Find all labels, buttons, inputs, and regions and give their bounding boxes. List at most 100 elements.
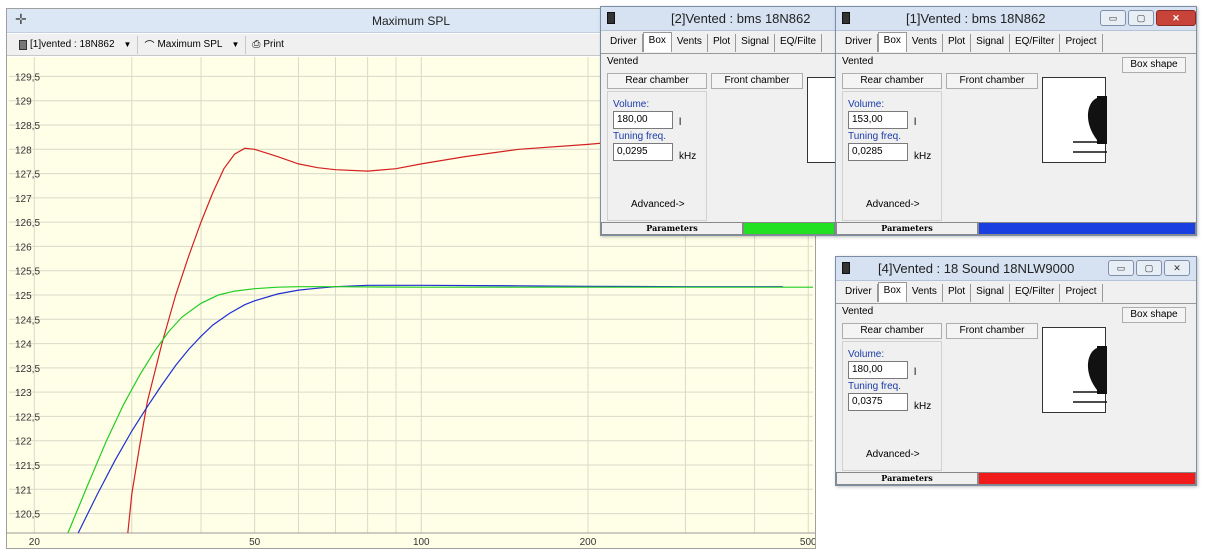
pin-icon[interactable]: ✛ — [15, 11, 27, 27]
box-type-label: Vented — [607, 56, 639, 67]
tab-box[interactable]: Box — [877, 32, 907, 52]
driver-select[interactable]: [1]vented : 18N862 ▼ — [13, 35, 139, 54]
dialog-tabs: Driver Box Vents Plot Signal EQ/Filter P… — [840, 32, 1103, 52]
tuning-freq-input[interactable]: 0,0295 — [613, 143, 673, 161]
tab-driver[interactable]: Driver — [605, 34, 643, 52]
tuning-freq-input[interactable]: 0,0285 — [848, 143, 908, 161]
close-button[interactable]: ✕ — [1156, 10, 1196, 26]
tab-eq-filter[interactable]: EQ/Filter — [1010, 284, 1061, 302]
x-tick-label: 200 — [580, 537, 597, 548]
color-bar — [978, 222, 1196, 235]
advanced-link[interactable]: Advanced-> — [866, 449, 920, 460]
volume-unit: l — [914, 117, 917, 128]
advanced-link[interactable]: Advanced-> — [631, 199, 685, 210]
dialog-title: [2]Vented : bms 18N862 — [671, 11, 811, 26]
tab-plot[interactable]: Plot — [943, 34, 972, 52]
y-tick-label: 121 — [15, 485, 32, 496]
tab-project[interactable]: Project — [1060, 284, 1103, 302]
y-tick-label: 128,5 — [15, 121, 40, 132]
speaker-icon — [1073, 346, 1107, 403]
y-tick-label: 124 — [15, 340, 32, 351]
x-tick-label: 100 — [413, 537, 430, 548]
tuning-freq-label: Tuning freq. — [613, 131, 666, 142]
tab-box[interactable]: Box — [642, 32, 672, 52]
volume-input[interactable]: 180,00 — [613, 111, 673, 129]
volume-input[interactable]: 180,00 — [848, 361, 908, 379]
tuning-freq-unit: kHz — [914, 151, 932, 162]
parameters-label[interactable]: Parameters — [836, 222, 978, 235]
box-shape-button[interactable]: Box shape — [1122, 57, 1186, 73]
y-tick-label: 126 — [15, 242, 32, 253]
parameters-bar: Parameters — [601, 222, 835, 235]
box-shape-preview — [1042, 77, 1107, 163]
tuning-freq-unit: kHz — [679, 151, 697, 162]
x-tick-label: 20 — [29, 537, 41, 548]
speaker-icon — [1073, 96, 1107, 153]
y-tick-label: 122,5 — [15, 412, 40, 423]
series-line-3 — [67, 286, 813, 534]
tab-eq-filter[interactable]: EQ/Filter — [1010, 34, 1061, 52]
divider — [836, 303, 1196, 304]
tab-box[interactable]: Box — [877, 282, 907, 302]
tab-eq-filter[interactable]: EQ/Filte — [775, 34, 823, 52]
chevron-down-icon: ▼ — [231, 40, 240, 49]
tuning-freq-input[interactable]: 0,0375 — [848, 393, 908, 411]
dialog-tabs: Driver Box Vents Plot Signal EQ/Filter P… — [840, 282, 1103, 302]
y-tick-label: 125 — [15, 291, 32, 302]
dialog-title: [4]Vented : 18 Sound 18NLW9000 — [878, 261, 1075, 276]
front-chamber-button[interactable]: Front chamber — [946, 323, 1038, 339]
maximize-button[interactable]: ▢ — [1128, 10, 1154, 26]
dialog-vented-4: [4]Vented : 18 Sound 18NLW9000 ▭ ▢ ✕ Dri… — [835, 256, 1197, 486]
print-button[interactable]: ⎙ Print — [246, 36, 290, 54]
y-tick-label: 120,5 — [15, 510, 40, 521]
tab-signal[interactable]: Signal — [971, 284, 1010, 302]
curve-select[interactable]: ⌒ Maximum SPL ▼ — [138, 35, 247, 54]
dialog-titlebar[interactable]: [4]Vented : 18 Sound 18NLW9000 ▭ ▢ ✕ — [836, 257, 1196, 281]
driver-icon — [19, 39, 27, 50]
parameters-label[interactable]: Parameters — [836, 472, 978, 485]
box-shape-button[interactable]: Box shape — [1122, 307, 1186, 323]
advanced-link[interactable]: Advanced-> — [866, 199, 920, 210]
tab-vents[interactable]: Vents — [907, 284, 943, 302]
parameters-label[interactable]: Parameters — [601, 222, 743, 235]
spl-chart[interactable]: 129,5 129 128,5 128 127,5 127 126,5 126 125,5 125… — [7, 57, 815, 548]
app-icon — [842, 12, 850, 24]
tab-project[interactable]: Project — [1060, 34, 1103, 52]
tab-signal[interactable]: Signal — [971, 34, 1010, 52]
dialog-vented-1: [1]Vented : bms 18N862 ▭ ▢ ✕ Driver Box … — [835, 6, 1197, 236]
front-chamber-button[interactable]: Front chamber — [711, 73, 803, 89]
window-buttons: ▭ ▢ ✕ — [1100, 10, 1196, 26]
box-type-label: Vented — [842, 56, 874, 67]
volume-input[interactable]: 153,00 — [848, 111, 908, 129]
dialog-tabs: Driver Box Vents Plot Signal EQ/Filte — [605, 32, 823, 52]
volume-label: Volume: — [613, 99, 650, 110]
tab-driver[interactable]: Driver — [840, 284, 878, 302]
tab-plot[interactable]: Plot — [943, 284, 972, 302]
divider — [601, 53, 835, 54]
series-line-2 — [77, 284, 783, 534]
dialog-vented-2: [2]Vented : bms 18N862 Driver Box Vents … — [600, 6, 839, 236]
dialog-titlebar[interactable]: [2]Vented : bms 18N862 — [601, 7, 835, 31]
front-chamber-button[interactable]: Front chamber — [946, 73, 1038, 89]
rear-chamber-button[interactable]: Rear chamber — [842, 323, 942, 339]
tab-plot[interactable]: Plot — [708, 34, 737, 52]
maximize-button[interactable]: ▢ — [1136, 260, 1162, 276]
close-button[interactable]: ✕ — [1164, 260, 1190, 276]
y-tick-label: 124,5 — [15, 315, 40, 326]
rear-chamber-button[interactable]: Rear chamber — [842, 73, 942, 89]
dialog-titlebar[interactable]: [1]Vented : bms 18N862 ▭ ▢ ✕ — [836, 7, 1196, 31]
window-title: Maximum SPL — [371, 14, 451, 28]
tab-driver[interactable]: Driver — [840, 34, 878, 52]
y-tick-label: 127 — [15, 194, 32, 205]
minimize-button[interactable]: ▭ — [1108, 260, 1134, 276]
y-tick-label: 126,5 — [15, 218, 40, 229]
rear-chamber-button[interactable]: Rear chamber — [607, 73, 707, 89]
box-type-label: Vented — [842, 306, 874, 317]
curve-select-value: Maximum SPL — [157, 39, 223, 50]
tab-signal[interactable]: Signal — [736, 34, 775, 52]
y-tick-label: 125,5 — [15, 267, 40, 278]
tab-vents[interactable]: Vents — [672, 34, 708, 52]
minimize-button[interactable]: ▭ — [1100, 10, 1126, 26]
tab-vents[interactable]: Vents — [907, 34, 943, 52]
spl-chart-svg: 129,5 129 128,5 128 127,5 127 126,5 126 125,5 125… — [7, 57, 815, 548]
